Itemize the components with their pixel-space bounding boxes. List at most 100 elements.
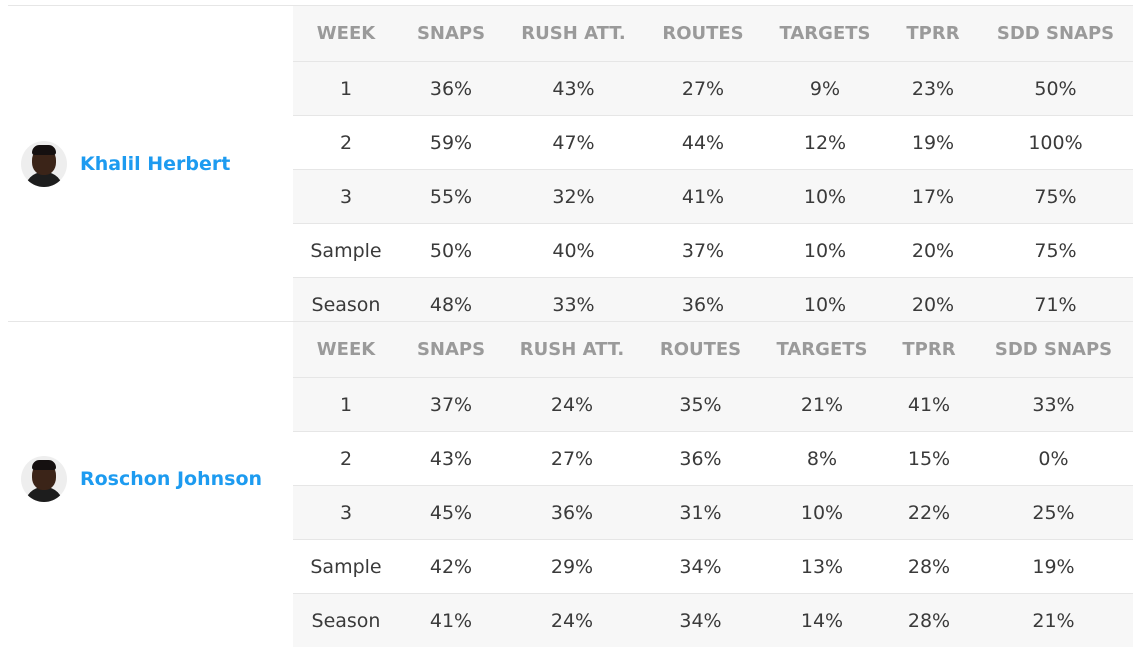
cell-snaps: 36%: [399, 62, 503, 116]
cell-snaps: 55%: [399, 170, 503, 224]
cell-tprr: 19%: [888, 116, 978, 170]
cell-rush-att: 24%: [503, 594, 641, 647]
cell-week: Sample: [293, 540, 399, 594]
cell-snaps: 50%: [399, 224, 503, 278]
cell-targets: 10%: [762, 170, 888, 224]
cell-tprr: 22%: [884, 486, 974, 540]
cell-routes: 31%: [641, 486, 760, 540]
column-header-targets: TARGETS: [762, 6, 888, 62]
cell-snaps: 37%: [399, 378, 503, 432]
cell-routes: 44%: [644, 116, 762, 170]
cell-tprr: 20%: [888, 224, 978, 278]
cell-targets: 21%: [760, 378, 884, 432]
cell-tprr: 15%: [884, 432, 974, 486]
player-avatar: [21, 456, 67, 502]
cell-week: Sample: [293, 224, 399, 278]
cell-routes: 37%: [644, 224, 762, 278]
avatar-hair-shape: [32, 145, 56, 155]
cell-sdd-snaps: 50%: [978, 62, 1133, 116]
cell-sdd-snaps: 19%: [974, 540, 1133, 594]
column-header-targets: TARGETS: [760, 322, 884, 378]
column-header-week: WEEK: [293, 322, 399, 378]
cell-sdd-snaps: 21%: [974, 594, 1133, 647]
cell-week: 3: [293, 486, 399, 540]
cell-tprr: 23%: [888, 62, 978, 116]
cell-rush-att: 29%: [503, 540, 641, 594]
cell-routes: 34%: [641, 594, 760, 647]
player-info: Khalil Herbert: [8, 6, 293, 321]
cell-week: 1: [293, 378, 399, 432]
cell-rush-att: 47%: [503, 116, 644, 170]
cell-week: Season: [293, 594, 399, 647]
table-row: 1 36% 43% 27% 9% 23% 50%: [293, 62, 1133, 116]
cell-routes: 41%: [644, 170, 762, 224]
cell-rush-att: 43%: [503, 62, 644, 116]
table-row: 3 55% 32% 41% 10% 17% 75%: [293, 170, 1133, 224]
cell-rush-att: 24%: [503, 378, 641, 432]
column-header-sdd-snaps: SDD SNAPS: [974, 322, 1133, 378]
cell-tprr: 17%: [888, 170, 978, 224]
cell-routes: 35%: [641, 378, 760, 432]
column-header-routes: ROUTES: [641, 322, 760, 378]
stats-table: WEEK SNAPS RUSH ATT. ROUTES TARGETS TPRR…: [293, 322, 1133, 647]
cell-sdd-snaps: 0%: [974, 432, 1133, 486]
table-row: Sample 50% 40% 37% 10% 20% 75%: [293, 224, 1133, 278]
table-row: 2 43% 27% 36% 8% 15% 0%: [293, 432, 1133, 486]
column-header-tprr: TPRR: [884, 322, 974, 378]
stats-header-row: WEEK SNAPS RUSH ATT. ROUTES TARGETS TPRR…: [293, 6, 1133, 62]
cell-week: 2: [293, 432, 399, 486]
player-name-link[interactable]: Roschon Johnson: [80, 468, 262, 490]
cell-tprr: 41%: [884, 378, 974, 432]
cell-rush-att: 32%: [503, 170, 644, 224]
column-header-routes: ROUTES: [644, 6, 762, 62]
table-row: Sample 42% 29% 34% 13% 28% 19%: [293, 540, 1133, 594]
player-name-link[interactable]: Khalil Herbert: [80, 153, 230, 175]
cell-snaps: 41%: [399, 594, 503, 647]
avatar-hair-shape: [32, 460, 56, 470]
table-row: 1 37% 24% 35% 21% 41% 33%: [293, 378, 1133, 432]
column-header-snaps: SNAPS: [399, 6, 503, 62]
cell-week: 1: [293, 62, 399, 116]
player-avatar: [21, 141, 67, 187]
cell-snaps: 42%: [399, 540, 503, 594]
cell-rush-att: 27%: [503, 432, 641, 486]
stats-table: WEEK SNAPS RUSH ATT. ROUTES TARGETS TPRR…: [293, 6, 1133, 331]
cell-sdd-snaps: 100%: [978, 116, 1133, 170]
table-row: 2 59% 47% 44% 12% 19% 100%: [293, 116, 1133, 170]
cell-week: 2: [293, 116, 399, 170]
cell-routes: 34%: [641, 540, 760, 594]
player-block-khalil-herbert: Khalil Herbert WEEK SNAPS RUSH ATT. ROUT…: [8, 5, 1133, 321]
cell-targets: 10%: [762, 224, 888, 278]
player-info: Roschon Johnson: [8, 322, 293, 636]
cell-snaps: 59%: [399, 116, 503, 170]
stats-header-row: WEEK SNAPS RUSH ATT. ROUTES TARGETS TPRR…: [293, 322, 1133, 378]
cell-sdd-snaps: 25%: [974, 486, 1133, 540]
cell-targets: 14%: [760, 594, 884, 647]
cell-sdd-snaps: 33%: [974, 378, 1133, 432]
cell-routes: 27%: [644, 62, 762, 116]
cell-targets: 10%: [760, 486, 884, 540]
column-header-week: WEEK: [293, 6, 399, 62]
column-header-snaps: SNAPS: [399, 322, 503, 378]
cell-targets: 12%: [762, 116, 888, 170]
cell-snaps: 43%: [399, 432, 503, 486]
cell-sdd-snaps: 75%: [978, 224, 1133, 278]
cell-rush-att: 36%: [503, 486, 641, 540]
column-header-tprr: TPRR: [888, 6, 978, 62]
cell-tprr: 28%: [884, 540, 974, 594]
cell-targets: 9%: [762, 62, 888, 116]
cell-rush-att: 40%: [503, 224, 644, 278]
cell-week: 3: [293, 170, 399, 224]
cell-tprr: 28%: [884, 594, 974, 647]
column-header-rush-att: RUSH ATT.: [503, 6, 644, 62]
cell-targets: 8%: [760, 432, 884, 486]
cell-sdd-snaps: 75%: [978, 170, 1133, 224]
cell-routes: 36%: [641, 432, 760, 486]
player-block-roschon-johnson: Roschon Johnson WEEK SNAPS RUSH ATT. ROU…: [8, 321, 1133, 636]
cell-targets: 13%: [760, 540, 884, 594]
column-header-rush-att: RUSH ATT.: [503, 322, 641, 378]
cell-snaps: 45%: [399, 486, 503, 540]
column-header-sdd-snaps: SDD SNAPS: [978, 6, 1133, 62]
table-row: 3 45% 36% 31% 10% 22% 25%: [293, 486, 1133, 540]
table-row: Season 41% 24% 34% 14% 28% 21%: [293, 594, 1133, 647]
